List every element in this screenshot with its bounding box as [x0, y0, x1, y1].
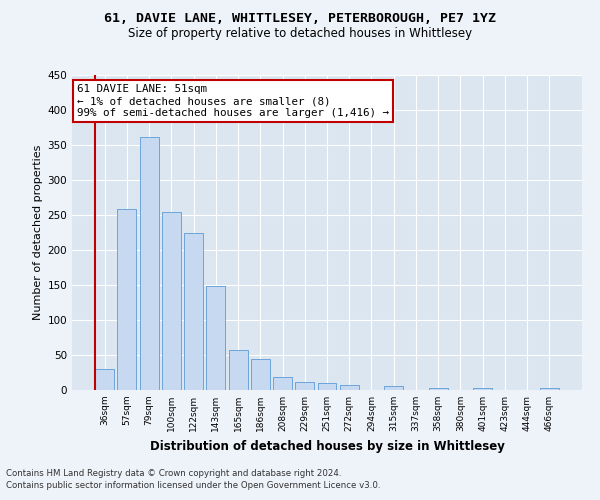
Text: Contains HM Land Registry data © Crown copyright and database right 2024.: Contains HM Land Registry data © Crown c…: [6, 468, 341, 477]
X-axis label: Distribution of detached houses by size in Whittlesey: Distribution of detached houses by size …: [149, 440, 505, 452]
Text: Contains public sector information licensed under the Open Government Licence v3: Contains public sector information licen…: [6, 481, 380, 490]
Bar: [140, 136, 158, 390]
Text: 61 DAVIE LANE: 51sqm
← 1% of detached houses are smaller (8)
99% of semi-detache: 61 DAVIE LANE: 51sqm ← 1% of detached ho…: [77, 84, 389, 117]
Bar: [273, 378, 292, 390]
Y-axis label: Number of detached properties: Number of detached properties: [33, 145, 43, 320]
Bar: [340, 385, 359, 390]
Bar: [118, 210, 136, 390]
Bar: [295, 382, 314, 390]
Bar: [229, 350, 248, 390]
Bar: [473, 388, 492, 390]
Bar: [540, 388, 559, 390]
Bar: [317, 383, 337, 390]
Bar: [162, 212, 181, 390]
Text: Size of property relative to detached houses in Whittlesey: Size of property relative to detached ho…: [128, 28, 472, 40]
Bar: [251, 359, 270, 390]
Bar: [429, 388, 448, 390]
Bar: [384, 386, 403, 390]
Bar: [95, 369, 114, 390]
Text: 61, DAVIE LANE, WHITTLESEY, PETERBOROUGH, PE7 1YZ: 61, DAVIE LANE, WHITTLESEY, PETERBOROUGH…: [104, 12, 496, 26]
Bar: [206, 286, 225, 390]
Bar: [184, 232, 203, 390]
